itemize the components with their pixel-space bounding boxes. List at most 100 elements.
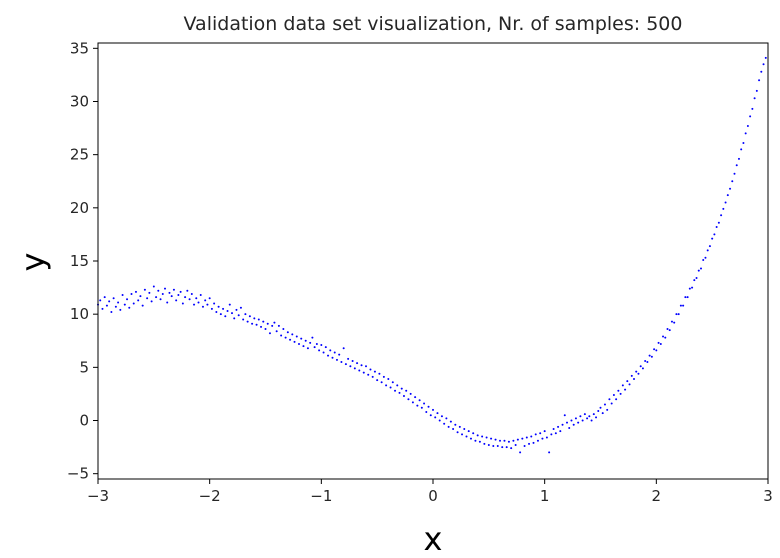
x-axis-ticks: −3 −2 −1 0 1 2 3 (87, 479, 773, 505)
data-point (454, 423, 457, 426)
data-point (327, 354, 330, 357)
data-point (503, 439, 506, 442)
data-point (324, 346, 327, 349)
data-point (105, 304, 108, 307)
data-point (566, 421, 568, 424)
data-point (119, 308, 122, 311)
data-point (306, 347, 309, 350)
data-point (626, 380, 629, 383)
data-point (637, 372, 640, 375)
data-point (490, 437, 493, 440)
data-point (295, 335, 298, 338)
data-point (641, 367, 644, 370)
data-point (697, 269, 700, 272)
data-point (514, 443, 517, 446)
data-point (548, 451, 551, 454)
data-point (528, 442, 531, 445)
data-point (257, 318, 260, 321)
data-point (702, 258, 705, 261)
data-point (499, 439, 501, 442)
data-point (199, 294, 202, 297)
data-point (335, 358, 338, 361)
data-point (581, 419, 584, 422)
data-point (463, 428, 466, 431)
data-point (532, 441, 535, 444)
data-point (612, 393, 615, 396)
data-point (505, 446, 508, 449)
data-point (516, 438, 519, 441)
data-point (706, 249, 709, 252)
data-point (206, 303, 209, 306)
data-point (315, 342, 318, 345)
data-point (682, 304, 685, 307)
data-point (117, 301, 120, 304)
data-point (561, 423, 564, 426)
x-tick-label: 0 (428, 487, 438, 505)
data-point (742, 141, 745, 144)
data-point (758, 79, 761, 82)
data-point (608, 398, 611, 401)
data-point (251, 322, 254, 325)
data-point (99, 299, 102, 302)
data-point (291, 333, 294, 336)
data-point (579, 415, 582, 418)
data-point (201, 305, 204, 308)
data-point (541, 437, 544, 440)
data-point (280, 334, 283, 337)
data-point (646, 361, 649, 364)
data-point (304, 339, 307, 342)
data-point (496, 445, 499, 448)
data-point (434, 416, 437, 419)
data-point (438, 419, 441, 422)
data-point (746, 124, 749, 127)
data-point (695, 277, 698, 280)
data-point (668, 329, 671, 332)
data-point (333, 351, 336, 354)
data-point (572, 423, 575, 426)
data-point (563, 414, 566, 417)
data-point (186, 289, 189, 292)
data-point (193, 303, 196, 306)
data-point (237, 314, 240, 317)
data-point (177, 294, 180, 297)
data-point (356, 362, 359, 365)
data-point (168, 291, 171, 294)
data-point (358, 369, 361, 372)
data-point (134, 290, 137, 293)
data-point (501, 446, 504, 449)
data-point (762, 63, 765, 66)
data-point (302, 345, 305, 348)
data-point (166, 301, 169, 304)
y-tick-label: 20 (70, 199, 89, 217)
data-point (255, 323, 258, 326)
data-point (226, 309, 229, 312)
data-point (318, 349, 321, 352)
data-point (610, 402, 613, 405)
data-points (97, 56, 767, 454)
data-point (268, 332, 271, 335)
data-point (402, 395, 405, 398)
y-tick-label: 15 (70, 252, 89, 270)
data-point (282, 328, 285, 331)
data-point (425, 411, 428, 413)
data-point (740, 148, 743, 151)
data-point (726, 194, 729, 197)
data-point (713, 233, 716, 236)
data-point (519, 451, 522, 454)
data-point (635, 370, 638, 373)
data-point (465, 435, 468, 438)
data-point (449, 420, 452, 423)
data-point (724, 201, 727, 204)
data-point (686, 296, 689, 299)
data-point (644, 359, 647, 362)
data-point (467, 430, 470, 433)
data-point (110, 311, 113, 314)
data-point (411, 401, 414, 404)
data-point (382, 375, 385, 378)
data-point (677, 313, 680, 316)
data-point (684, 296, 687, 299)
data-point (737, 157, 740, 160)
data-point (342, 347, 345, 350)
data-point (485, 436, 488, 439)
